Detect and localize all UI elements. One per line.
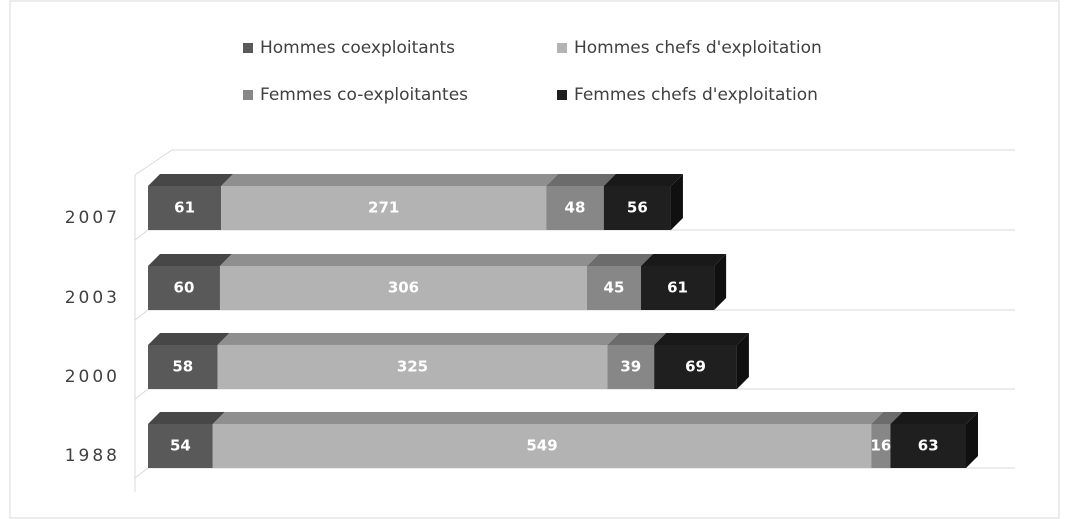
bar-front (217, 345, 608, 389)
data-label: 60 (174, 279, 195, 297)
data-label: 16 (870, 437, 891, 455)
data-label: 45 (604, 279, 625, 297)
bar-side (670, 174, 683, 230)
bar-top (603, 174, 683, 186)
legend-label: Hommes chefs d'exploitation (574, 38, 822, 58)
category-label: 2000 (65, 367, 120, 387)
wall-line (134, 388, 149, 400)
bar-segment (212, 412, 884, 468)
wall-line (134, 309, 149, 321)
bar-front (586, 266, 641, 310)
bar-top (219, 254, 599, 266)
data-label: 63 (918, 437, 939, 455)
bar-front (221, 186, 547, 230)
bar-top (148, 254, 232, 266)
bar-front (607, 345, 655, 389)
bar-top (217, 333, 620, 345)
bar-segment (603, 174, 683, 230)
data-label: 48 (565, 199, 586, 217)
bar-front (148, 186, 222, 230)
bar-side (714, 254, 727, 310)
bar-side (736, 333, 749, 389)
legend-swatch (557, 43, 567, 53)
bar-front (890, 424, 966, 468)
bar-segment (586, 254, 653, 310)
data-label: 58 (172, 358, 193, 376)
data-label: 61 (174, 199, 195, 217)
bar-segment (221, 174, 559, 230)
bar-front (640, 266, 715, 310)
bar-top (871, 412, 903, 424)
bar-front (148, 266, 220, 310)
category-label: 1988 (65, 446, 120, 466)
bar-segment (148, 333, 230, 389)
bar-segment (890, 412, 978, 468)
data-label: 549 (526, 437, 557, 455)
legend-label: Femmes co-exploitantes (260, 85, 468, 105)
bar-top (148, 174, 234, 186)
legend-swatch (557, 90, 567, 100)
bar-front (212, 424, 872, 468)
bar-segment (546, 174, 616, 230)
bar-front (603, 186, 671, 230)
bar-top (586, 254, 653, 266)
bar-segment (148, 412, 225, 468)
bar-segment (607, 333, 667, 389)
bar-segment (654, 333, 749, 389)
bar-top (221, 174, 559, 186)
bar-segment (219, 254, 599, 310)
data-label: 271 (368, 199, 399, 217)
bar-front (546, 186, 604, 230)
bar-top (607, 333, 667, 345)
bar-segment (148, 254, 232, 310)
bar-top (212, 412, 884, 424)
bar-top (148, 333, 230, 345)
wall-line (134, 467, 149, 479)
wall-line (134, 229, 149, 241)
category-label: 2003 (65, 288, 120, 308)
bar-segment (640, 254, 727, 310)
bar-segment (217, 333, 620, 389)
legend-label: Hommes coexploitants (260, 38, 455, 58)
bar-segment (871, 412, 903, 468)
data-label: 325 (397, 358, 428, 376)
data-label: 306 (388, 279, 419, 297)
category-label: 2007 (65, 208, 120, 228)
data-label: 54 (170, 437, 191, 455)
bar-front (148, 424, 213, 468)
legend-swatch (243, 43, 253, 53)
bar-top (654, 333, 749, 345)
legend-label: Femmes chefs d'exploitation (574, 85, 818, 105)
data-label: 56 (627, 199, 648, 217)
bar-front (219, 266, 587, 310)
data-label: 61 (667, 279, 688, 297)
data-label: 69 (685, 358, 706, 376)
data-label: 39 (620, 358, 641, 376)
bar-side (966, 412, 978, 468)
bar-front (654, 345, 737, 389)
legend-swatch (243, 90, 253, 100)
walls (134, 149, 1015, 492)
bar-top (640, 254, 727, 266)
bar-front (871, 424, 891, 468)
bar-top (148, 412, 225, 424)
bar-segment (148, 174, 234, 230)
bar-top (546, 174, 616, 186)
bar-top (890, 412, 978, 424)
bar-front (148, 345, 218, 389)
